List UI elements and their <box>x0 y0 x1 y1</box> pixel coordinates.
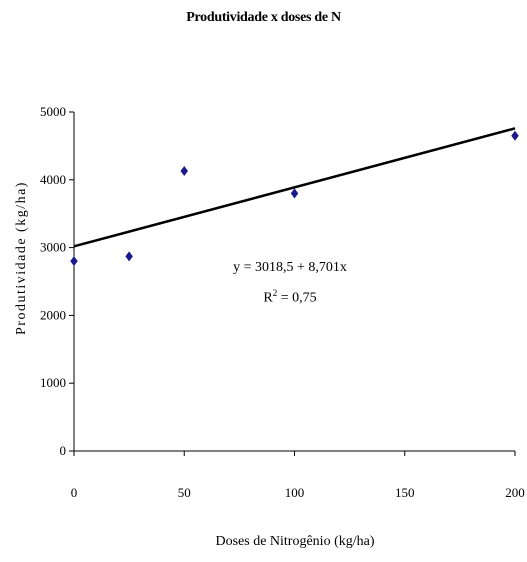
trendline <box>73 127 516 248</box>
data-points <box>70 130 519 267</box>
axes <box>73 112 515 452</box>
data-point <box>70 256 78 267</box>
y-tick-label: 2000 <box>40 307 66 322</box>
r2-letter: R <box>263 290 273 306</box>
y-tick-label: 0 <box>60 443 67 458</box>
x-tick-label: 150 <box>395 485 415 500</box>
data-point <box>511 130 519 141</box>
r2-superscript: 2 <box>272 288 278 298</box>
r-squared-label: R2 = 0,75 <box>230 288 350 307</box>
ticks: 0 1000 2000 3000 4000 5000 0 50 100 150 200 <box>40 104 525 500</box>
y-tick-label: 3000 <box>40 240 66 255</box>
regression-equation: y = 3018,5 + 8,701x <box>233 260 347 275</box>
x-axis-label: Doses de Nitrogênio (kg/ha) <box>215 534 375 549</box>
y-tick-label: 1000 <box>40 375 66 390</box>
x-tick-label: 100 <box>285 485 305 500</box>
data-point <box>290 188 299 199</box>
x-tick-label: 50 <box>178 485 191 500</box>
y-tick-label: 5000 <box>40 104 66 119</box>
chart-title: Produtividade x doses de N <box>186 10 341 25</box>
trendline-group <box>73 127 516 248</box>
x-tick-label: 200 <box>505 485 525 500</box>
data-point <box>180 165 188 176</box>
r2-value: = 0,75 <box>277 290 317 306</box>
y-tick-label: 4000 <box>40 172 66 187</box>
data-point <box>125 251 133 262</box>
x-tick-label: 0 <box>71 485 78 500</box>
